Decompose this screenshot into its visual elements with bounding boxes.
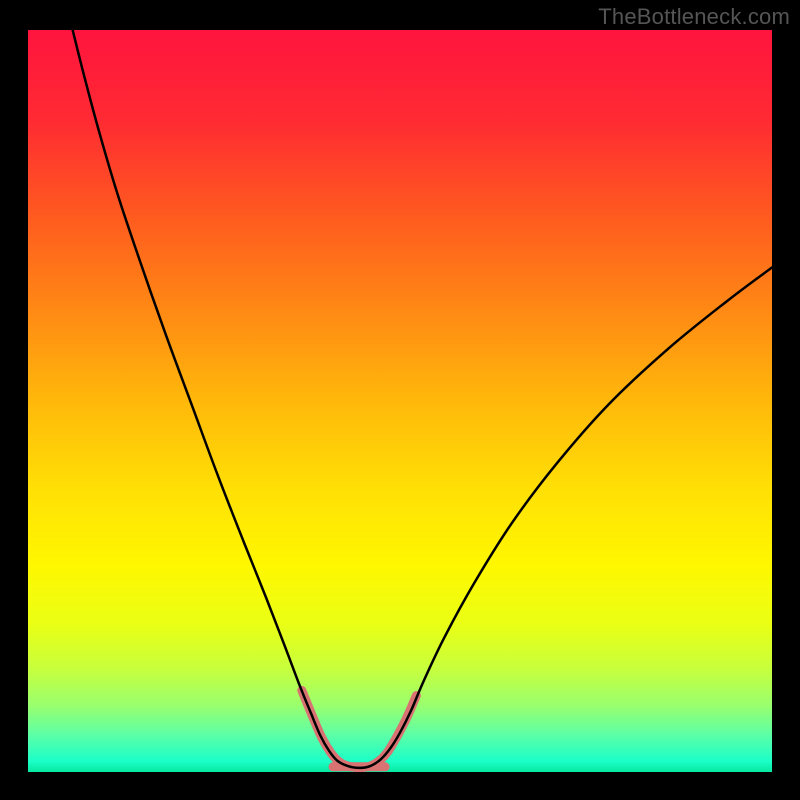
chart-container: TheBottleneck.com — [0, 0, 800, 800]
watermark-text: TheBottleneck.com — [598, 4, 790, 30]
plot-background-gradient — [28, 30, 772, 772]
chart-svg — [0, 0, 800, 800]
